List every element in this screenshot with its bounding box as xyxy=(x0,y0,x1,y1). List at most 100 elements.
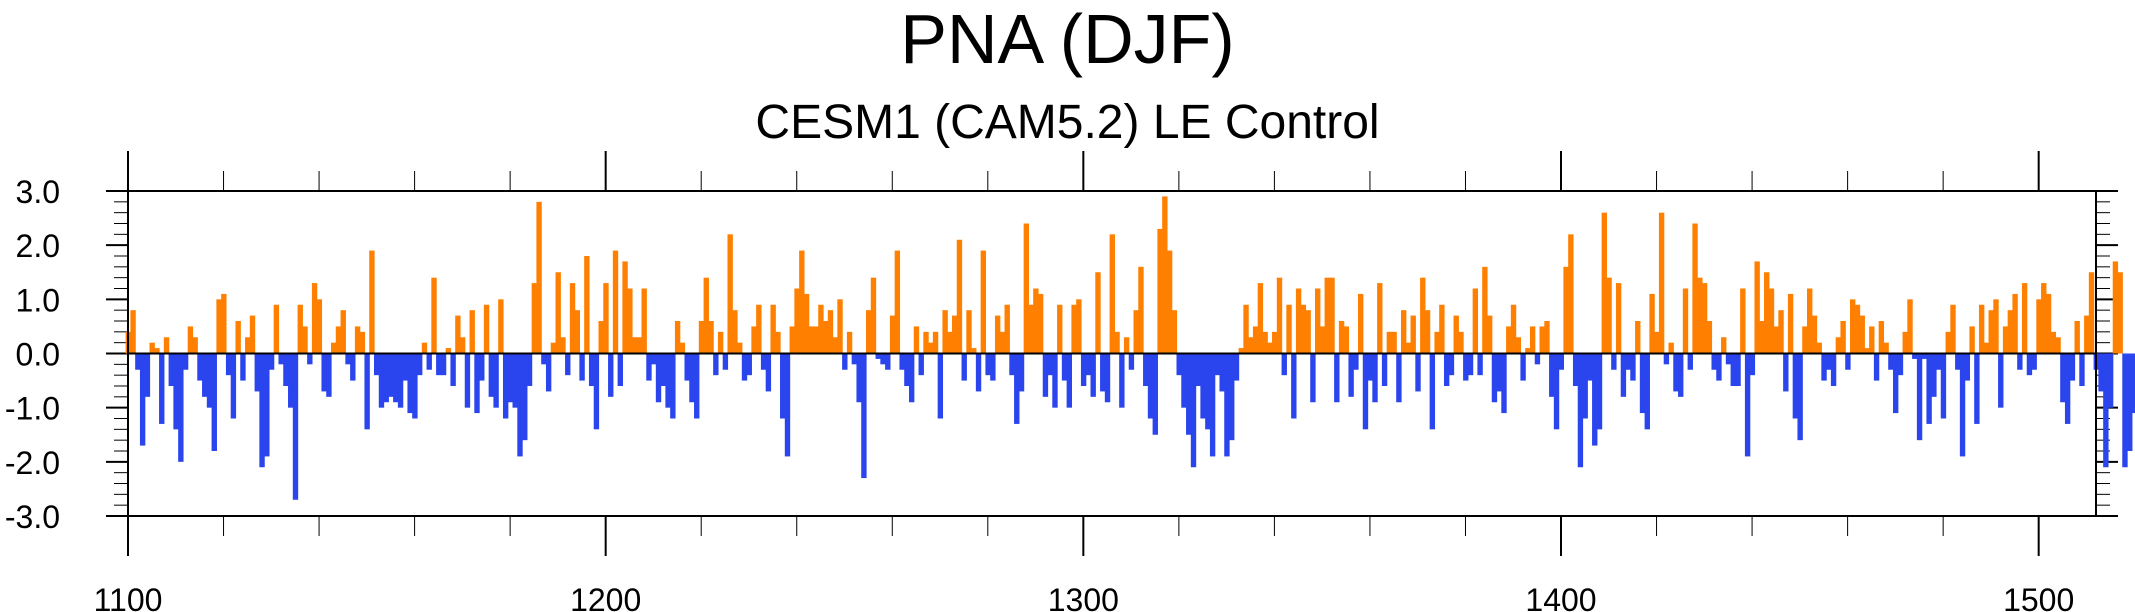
data-bar xyxy=(1272,331,1278,354)
data-bar xyxy=(2002,326,2009,354)
data-bar xyxy=(1195,353,1201,386)
data-bar xyxy=(1802,326,1808,354)
data-bar xyxy=(1701,283,1708,354)
data-bar xyxy=(1754,261,1760,354)
data-bar xyxy=(928,342,934,354)
data-bar xyxy=(493,353,499,408)
data-bar xyxy=(1162,196,1168,354)
data-bar xyxy=(512,353,518,408)
data-bar xyxy=(1128,353,1135,370)
data-bar xyxy=(2064,353,2071,424)
data-bar xyxy=(1630,353,1636,381)
data-bar xyxy=(2117,272,2123,354)
data-bar xyxy=(2084,315,2090,354)
data-bar xyxy=(1663,353,1670,365)
data-bar xyxy=(2021,283,2028,354)
data-bar xyxy=(1873,353,1880,381)
x-tick-label: 1500 xyxy=(2003,582,2074,612)
data-bar xyxy=(827,310,834,354)
data-bar xyxy=(1200,353,1206,419)
data-bar xyxy=(307,353,313,365)
data-bar xyxy=(593,353,600,430)
data-bar xyxy=(760,353,767,370)
data-bar xyxy=(1114,331,1120,354)
tick-labels: -3.0 -2.0 -1.0 0.0 1.0 2.0 3.0 1100 1200 1300 1400… xyxy=(5,174,2074,612)
data-bar xyxy=(1529,326,1536,354)
data-bar xyxy=(1353,353,1359,370)
data-bar xyxy=(737,342,743,354)
data-bar xyxy=(655,353,662,403)
data-bar xyxy=(1405,342,1412,354)
data-bar xyxy=(1190,353,1197,468)
data-bar xyxy=(832,337,838,354)
data-bar xyxy=(1549,353,1555,397)
data-bar xyxy=(302,326,308,354)
data-bar xyxy=(1018,353,1025,392)
data-bar xyxy=(1324,277,1330,354)
data-bar xyxy=(717,331,724,354)
data-bar xyxy=(803,293,810,354)
data-bar xyxy=(641,288,647,354)
data-bar xyxy=(1338,321,1345,354)
data-bar xyxy=(1744,353,1751,457)
data-bar xyxy=(1095,272,1101,354)
data-bar xyxy=(1935,353,1942,370)
data-bar xyxy=(1467,353,1474,376)
data-bar xyxy=(268,353,275,370)
data-bar xyxy=(216,299,222,354)
data-bar xyxy=(1157,228,1163,354)
data-bar xyxy=(1372,353,1378,403)
data-bar xyxy=(2050,331,2056,354)
data-bar xyxy=(541,353,547,365)
data-bar xyxy=(588,353,595,386)
data-bar xyxy=(1243,304,1249,354)
data-bar xyxy=(2088,272,2095,354)
data-bar xyxy=(1138,266,1144,354)
data-bar xyxy=(139,353,146,446)
data-bar xyxy=(1291,353,1297,419)
data-bar xyxy=(746,353,752,376)
data-bar xyxy=(741,353,748,381)
data-bar xyxy=(345,353,351,365)
data-bar xyxy=(354,326,361,354)
data-bar xyxy=(1654,331,1660,354)
data-bar xyxy=(1028,304,1034,354)
data-bar xyxy=(994,315,1001,354)
data-bar xyxy=(1033,288,1039,354)
data-bar xyxy=(851,353,858,365)
data-bar xyxy=(469,310,475,354)
data-bar xyxy=(1711,353,1717,370)
data-bar xyxy=(780,353,786,419)
data-bar xyxy=(980,250,987,354)
data-bar xyxy=(789,326,795,354)
y-tick-label: -3.0 xyxy=(5,499,60,535)
data-bar xyxy=(2122,353,2128,468)
data-bar xyxy=(311,283,318,354)
data-bar xyxy=(130,310,136,354)
data-bar xyxy=(947,331,953,354)
data-bar xyxy=(932,331,939,354)
data-bar xyxy=(1262,331,1268,354)
data-bar xyxy=(187,326,194,354)
data-bar xyxy=(584,256,590,354)
data-bar xyxy=(1544,321,1550,354)
y-tick-label: -2.0 xyxy=(5,445,60,481)
data-bar xyxy=(517,353,523,457)
data-bar xyxy=(708,321,714,354)
data-bar xyxy=(612,250,619,354)
data-bar xyxy=(1434,331,1440,354)
data-bar xyxy=(651,353,657,365)
data-bar xyxy=(1845,353,1851,370)
data-bar xyxy=(154,348,160,354)
data-bar xyxy=(2107,353,2114,408)
x-tick-label: 1200 xyxy=(570,582,641,612)
data-bar xyxy=(249,315,256,354)
data-bar xyxy=(1219,353,1225,392)
data-bar xyxy=(603,283,609,354)
data-bar xyxy=(1076,299,1082,354)
data-bar xyxy=(1606,277,1612,354)
data-bar xyxy=(1042,353,1049,397)
data-bar xyxy=(1400,310,1407,354)
data-bar xyxy=(316,299,323,354)
data-bar xyxy=(2045,293,2052,354)
